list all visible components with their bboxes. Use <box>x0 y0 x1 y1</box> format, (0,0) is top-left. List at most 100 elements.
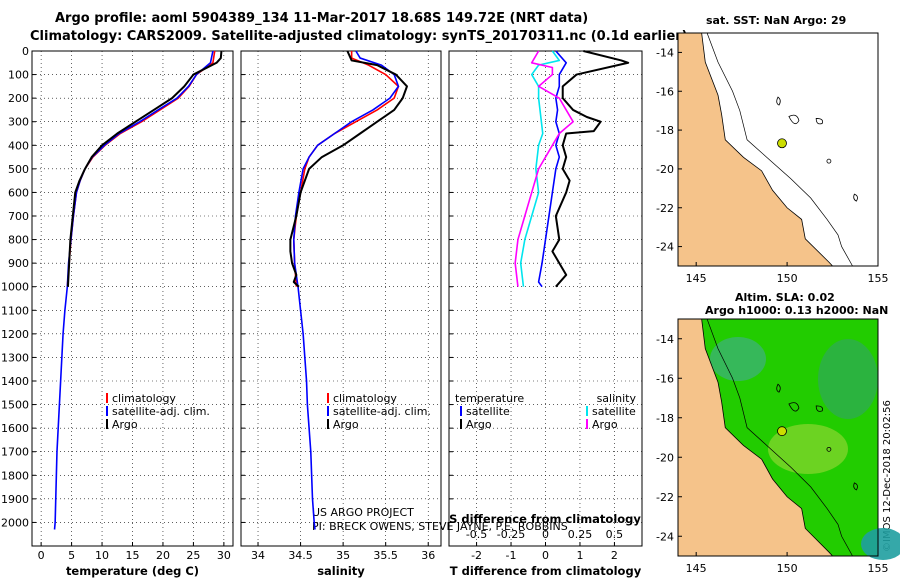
panel2-xtick-label: 35.5 <box>373 549 398 562</box>
depth-tick-label: 1100 <box>1 304 29 317</box>
panel1-legend-swatch <box>106 406 108 416</box>
panel2-xlabel: salinity <box>317 564 365 578</box>
panel1-legend-label: climatology <box>112 392 176 405</box>
map2-anomaly-patch <box>768 424 848 474</box>
panel1-legend-swatch <box>106 393 108 403</box>
panel3-top-xtick-label: -0.5 <box>466 528 487 541</box>
panel1-xtick-label: 30 <box>217 549 231 562</box>
title-line-2: Climatology: CARS2009. Satellite-adjuste… <box>30 29 688 44</box>
depth-tick-label: 500 <box>8 163 29 176</box>
panel3-top-xlabel: S difference from climatology <box>449 512 641 526</box>
map1-xtick-label: 150 <box>777 272 798 285</box>
map2-reef <box>853 482 858 491</box>
panel3-legend-swatch <box>586 406 588 416</box>
map1-reef <box>853 193 858 202</box>
panel1-xtick-label: 20 <box>156 549 170 562</box>
panel3-legend-label: Argo <box>592 418 618 431</box>
map1-xtick-label: 145 <box>686 272 707 285</box>
panel2-xtick-label: 36 <box>421 549 435 562</box>
map2-anomaly-patch <box>818 339 878 419</box>
panel2-legend-label: climatology <box>333 392 397 405</box>
panel2-frame <box>240 50 442 547</box>
panel2-legend-label: Argo <box>333 418 359 431</box>
panel3-xtick-label: -1 <box>506 549 517 562</box>
map1-reef <box>826 158 832 164</box>
panel3-legend-heading-temperature: temperature <box>455 392 524 405</box>
map2-ytick-label: -20 <box>656 451 674 464</box>
map2-reef <box>815 405 823 412</box>
depth-tick-label: 700 <box>8 210 29 223</box>
map1-ytick-label: -20 <box>656 163 674 176</box>
map1-xtick-label: 155 <box>868 272 889 285</box>
panel3-series-s-satellite <box>519 50 561 287</box>
panel3-series-t-satellite <box>537 50 567 288</box>
panel1-xlabel: temperature (deg C) <box>66 564 199 578</box>
credit-line-2: PI: BRECK OWENS, STEVE JAYNE, P.E. ROBBI… <box>312 520 568 533</box>
panel2-xtick-label: 34 <box>251 549 265 562</box>
depth-tick-label: 900 <box>8 257 29 270</box>
panel1-xtick-label: 15 <box>126 549 140 562</box>
map2-land <box>677 318 834 557</box>
panel1-xtick-label: 25 <box>186 549 200 562</box>
map2-reef <box>826 446 832 452</box>
map2-ytick-label: -16 <box>656 372 674 385</box>
panel3-series-s-argo <box>514 50 574 287</box>
depth-tick-label: 200 <box>8 92 29 105</box>
panel1-series-argo <box>66 50 223 287</box>
depth-tick-label: 1000 <box>1 281 29 294</box>
map1-reef <box>815 118 823 125</box>
map1-float-marker <box>777 138 787 149</box>
depth-tick-label: 100 <box>8 69 29 82</box>
panel3-xlabel: T difference from climatology <box>450 564 642 578</box>
map2-ytick-label: -22 <box>656 491 674 504</box>
depth-tick-label: 1500 <box>1 399 29 412</box>
map1-reef <box>788 114 800 125</box>
panel1-legend-label: satellite-adj. clim. <box>112 405 210 418</box>
panel3-xtick-label: 0 <box>542 549 549 562</box>
map2-shelf-contour <box>706 318 853 557</box>
panel2-xtick-label: 35 <box>336 549 350 562</box>
map2-frame <box>677 318 879 557</box>
credit-line-1: US ARGO PROJECT <box>312 506 414 519</box>
panel2-series-argo <box>289 50 408 288</box>
panel3-legend-label: satellite <box>466 405 510 418</box>
map2-ytick-label: -14 <box>656 333 674 346</box>
depth-tick-label: 1400 <box>1 375 29 388</box>
panel3-xtick-label: -2 <box>471 549 482 562</box>
panel3-legend-swatch <box>586 419 588 429</box>
panel2-xtick-label: 34.5 <box>288 549 313 562</box>
depth-tick-label: 1300 <box>1 351 29 364</box>
panel2-legend-swatch <box>327 393 329 403</box>
panel3-legend-swatch <box>460 406 462 416</box>
panel1-xtick-label: 5 <box>68 549 75 562</box>
panel3-legend-heading-salinity: salinity <box>597 392 637 405</box>
panel3-legend-swatch <box>460 419 462 429</box>
map2-reef <box>776 383 781 393</box>
map1-ytick-label: -24 <box>656 241 674 254</box>
map2-reef <box>788 402 800 412</box>
map2-xtick-label: 150 <box>777 562 798 575</box>
depth-tick-label: 600 <box>8 186 29 199</box>
panel2-series-satellite-adj-clim- <box>292 50 400 530</box>
map2-xtick-label: 155 <box>868 562 889 575</box>
panel1-legend-label: Argo <box>112 418 138 431</box>
map1-frame <box>677 32 879 267</box>
panel3-legend-label: Argo <box>466 418 492 431</box>
depth-tick-label: 800 <box>8 234 29 247</box>
depth-tick-label: 1700 <box>1 446 29 459</box>
panel3-legend-label: satellite <box>592 405 636 418</box>
map2-ytick-label: -24 <box>656 530 674 543</box>
panel1-xtick-label: 0 <box>38 549 45 562</box>
map2-anomaly-patch <box>710 337 766 381</box>
depth-tick-label: 1800 <box>1 469 29 482</box>
map2-xtick-label: 145 <box>686 562 707 575</box>
map1-ytick-label: -18 <box>656 124 674 137</box>
map1-ytick-label: -14 <box>656 46 674 59</box>
panel3-top-xtick-label: -0.25 <box>497 528 525 541</box>
depth-tick-label: 1200 <box>1 328 29 341</box>
panel3-top-xtick-label: 0 <box>542 528 549 541</box>
panel3-top-xtick-label: 0.5 <box>606 528 624 541</box>
map1-ytick-label: -16 <box>656 85 674 98</box>
map2-title-line-1: Altim. SLA: 0.02 <box>735 291 835 304</box>
